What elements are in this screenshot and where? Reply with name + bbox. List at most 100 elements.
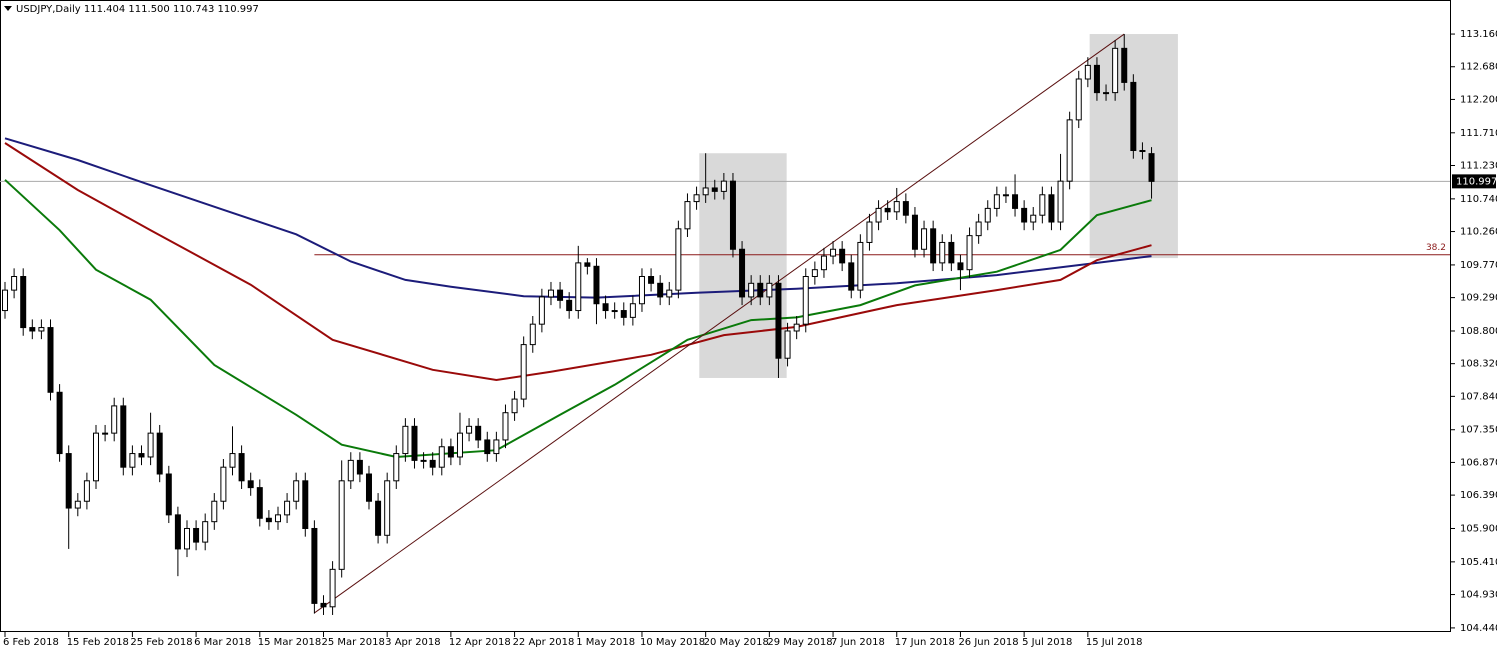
- candle-body: [1002, 194, 1009, 197]
- candle-body: [693, 194, 700, 203]
- x-tick-label: 17 Jun 2018: [895, 637, 955, 648]
- candle-body: [220, 466, 227, 502]
- candle-body: [484, 439, 491, 455]
- candle-body: [993, 194, 1000, 209]
- candle-body: [839, 248, 846, 264]
- y-tick-label: 108.800: [1460, 326, 1497, 337]
- candle-body: [29, 327, 36, 332]
- candle-body: [811, 269, 818, 278]
- candle-body: [1066, 119, 1073, 182]
- candle-body: [384, 480, 391, 536]
- y-tick-label: 105.410: [1460, 557, 1497, 568]
- candle-body: [875, 207, 882, 223]
- candle-body: [1084, 64, 1091, 80]
- candle-body: [702, 187, 709, 196]
- candle-body: [884, 207, 891, 213]
- candle-body: [547, 289, 554, 298]
- candle-body: [1048, 194, 1055, 223]
- candle-body: [284, 500, 291, 516]
- candle-body: [784, 330, 791, 359]
- candle-body: [1121, 47, 1128, 83]
- candle-body: [193, 527, 200, 543]
- candle-body: [174, 514, 181, 550]
- candle-body: [720, 180, 727, 192]
- candle-body: [1075, 78, 1082, 121]
- candle-body: [739, 248, 746, 298]
- candle-body: [657, 282, 664, 298]
- candle-body: [1093, 64, 1100, 94]
- candle-body: [429, 459, 436, 468]
- candle-body: [729, 180, 736, 250]
- candle-body: [830, 248, 837, 257]
- candle-body: [1103, 92, 1110, 95]
- x-tick-label: 3 Apr 2018: [385, 637, 440, 648]
- candle-body: [147, 432, 154, 458]
- candle-body: [375, 500, 382, 536]
- x-tick-label: 6 Mar 2018: [194, 637, 251, 648]
- y-tick-label: 105.900: [1460, 523, 1497, 534]
- x-tick-label: 25 Mar 2018: [321, 637, 384, 648]
- candle-body: [575, 262, 582, 312]
- candle-body: [975, 221, 982, 237]
- x-tick-label: 7 Jun 2018: [831, 637, 885, 648]
- candle-body: [984, 207, 991, 223]
- price-box-label: 110.997: [1456, 176, 1497, 187]
- candle-body: [966, 235, 973, 271]
- candle-body: [38, 327, 45, 332]
- candle-body: [602, 303, 609, 312]
- trendline: [314, 33, 1125, 614]
- candle-body: [1030, 214, 1037, 223]
- candle-body: [820, 255, 827, 271]
- candle-body: [793, 323, 800, 332]
- x-tick-label: 25 Feb 2018: [130, 637, 192, 648]
- y-tick-label: 107.840: [1460, 391, 1497, 402]
- candle-body: [520, 344, 527, 400]
- candle-body: [238, 453, 245, 482]
- candle-body: [629, 303, 636, 318]
- candle-body: [202, 521, 209, 543]
- x-tick-label: 15 Feb 2018: [67, 637, 129, 648]
- y-tick-label: 109.290: [1460, 293, 1497, 304]
- candle-body: [1112, 47, 1119, 94]
- candle-body: [593, 265, 600, 305]
- candle-body: [120, 405, 127, 468]
- y-tick-label: 104.930: [1460, 590, 1497, 601]
- x-tick-label: 6 Feb 2018: [3, 637, 59, 648]
- candle-body: [11, 276, 18, 291]
- candle-body: [757, 282, 764, 298]
- price-box: [1452, 174, 1496, 189]
- candle-body: [329, 568, 336, 608]
- candle-body: [611, 310, 618, 313]
- y-tick-label: 108.320: [1460, 359, 1497, 370]
- candle-body: [620, 310, 627, 318]
- candle-body: [893, 201, 900, 213]
- candle-body: [466, 425, 473, 434]
- x-tick-label: 20 May 2018: [704, 637, 769, 648]
- candle-body: [47, 327, 54, 393]
- candle-body: [402, 425, 409, 455]
- candle-body: [675, 228, 682, 291]
- candle-body: [648, 276, 655, 284]
- x-tick-label: 1 May 2018: [576, 637, 635, 648]
- chart-title: USDJPY,Daily 111.404 111.500 110.743 110…: [16, 4, 259, 15]
- y-tick-label: 106.390: [1460, 490, 1497, 501]
- y-tick-label: 111.230: [1460, 160, 1497, 171]
- candle-body: [866, 221, 873, 243]
- y-tick-label: 110.740: [1460, 194, 1497, 205]
- candle-body: [247, 480, 254, 489]
- candle-body: [493, 439, 500, 455]
- candle-body: [911, 214, 918, 250]
- y-tick-label: 109.770: [1460, 260, 1497, 271]
- candle-body: [347, 459, 354, 482]
- candle-body: [948, 241, 955, 264]
- candle-body: [666, 289, 673, 298]
- y-tick-label: 113.160: [1460, 29, 1497, 40]
- candle-body: [930, 228, 937, 264]
- candle-body: [1148, 153, 1155, 182]
- candle-body: [1012, 194, 1019, 209]
- candle-body: [775, 282, 782, 359]
- candle-body: [293, 480, 300, 502]
- candle-body: [365, 473, 372, 502]
- candle-body: [566, 299, 573, 312]
